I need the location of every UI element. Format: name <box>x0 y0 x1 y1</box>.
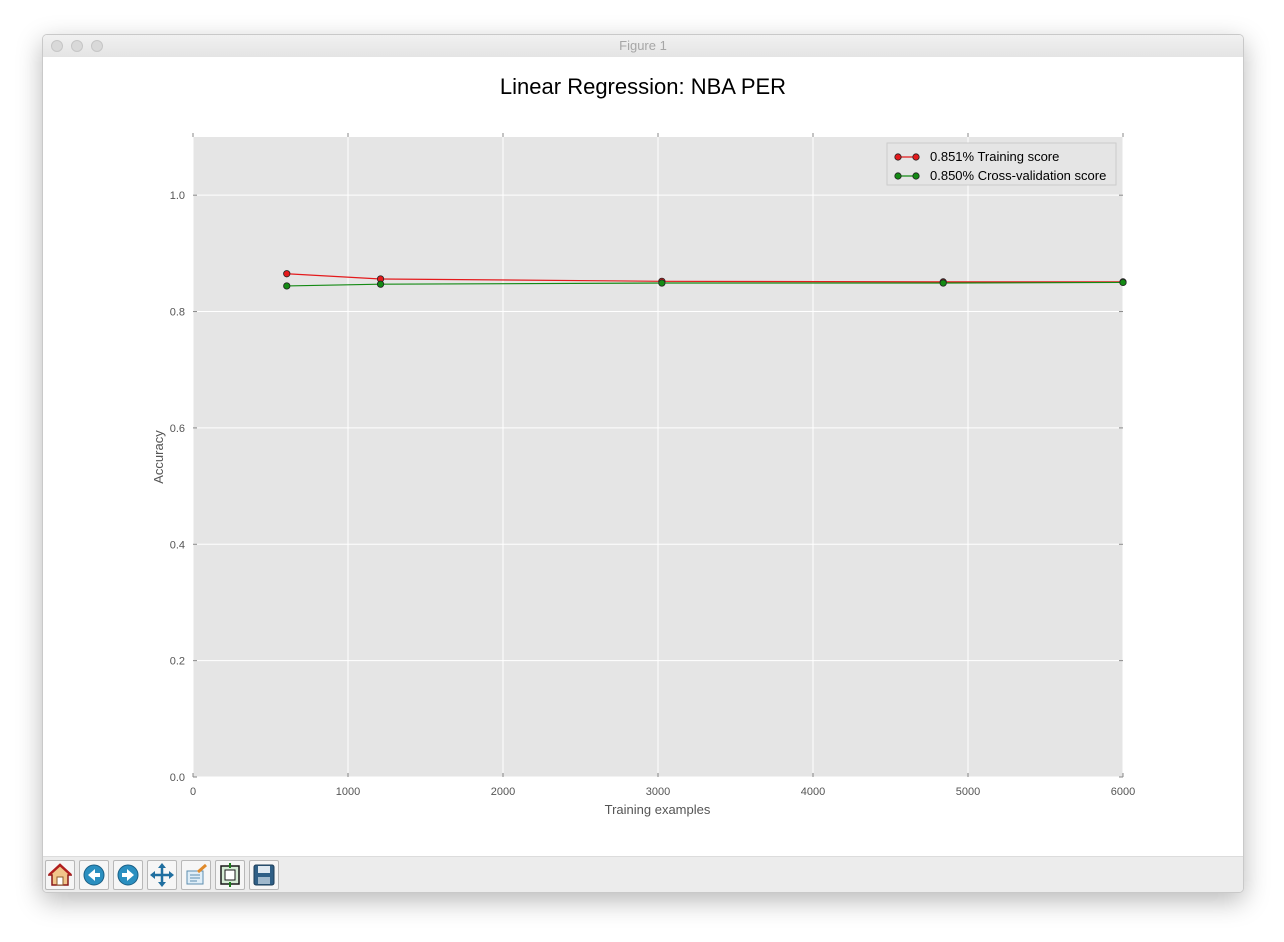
line-chart: 0 1000 2000 3000 4000 5000 6000 0.0 0.2 0.4 0.6 0.8… <box>151 74 1135 817</box>
legend-label-training: 0.851% Training score <box>930 149 1059 164</box>
x-tick-label: 0 <box>190 786 196 798</box>
y-tick-label: 1.0 <box>170 190 185 202</box>
figure-canvas: 0 1000 2000 3000 4000 5000 6000 0.0 0.2 0.4 0.6 0.8… <box>43 57 1243 856</box>
home-button[interactable] <box>45 860 75 890</box>
data-point <box>376 280 385 288</box>
navigation-toolbar <box>43 856 1243 892</box>
data-point <box>283 282 291 290</box>
move-icon <box>150 863 174 887</box>
legend-swatch-marker <box>912 153 920 161</box>
legend-label-cross-validation: 0.850% Cross-validation score <box>930 168 1106 183</box>
forward-button[interactable] <box>113 860 143 890</box>
data-point <box>283 270 291 278</box>
x-axis-label: Training examples <box>605 802 711 817</box>
title-bar: Figure 1 <box>43 35 1243 58</box>
legend-swatch-marker <box>912 172 920 180</box>
data-point <box>939 279 947 287</box>
legend-box <box>886 142 1117 186</box>
series-lines <box>283 270 1127 290</box>
home-icon <box>48 863 72 886</box>
x-tick-label: 3000 <box>646 786 670 798</box>
y-tick-label: 0.0 <box>170 772 185 784</box>
grid-lines <box>192 137 1124 778</box>
x-tick-label: 5000 <box>956 786 980 798</box>
legend-swatch-marker <box>894 172 902 180</box>
save-button[interactable] <box>249 860 279 890</box>
y-tick-label: 0.8 <box>170 307 185 319</box>
forward-arrow-icon <box>117 864 139 886</box>
zoom-rect-icon <box>186 863 207 885</box>
axis-ticks: 0 1000 2000 3000 4000 5000 6000 0.0 0.2 0.4 0.6 0.8… <box>170 133 1135 798</box>
data-point <box>1119 278 1127 287</box>
legend: 0.851% Training score 0.850% Cross-valid… <box>886 142 1117 186</box>
x-tick-label: 1000 <box>336 786 360 798</box>
subplots-button[interactable] <box>215 860 245 890</box>
figure-window: Figure 1 0 1000 2000 3000 4000 5000 6000 0.0 0.2… <box>42 34 1244 893</box>
legend-entries <box>894 153 920 180</box>
y-tick-label: 0.2 <box>170 656 185 668</box>
chart-title: Linear Regression: NBA PER <box>500 74 786 99</box>
floppy-disk-icon <box>253 864 275 886</box>
x-tick-label: 6000 <box>1111 786 1135 798</box>
y-tick-label: 0.6 <box>170 423 185 435</box>
x-tick-label: 2000 <box>491 786 515 798</box>
pan-button[interactable] <box>147 860 177 890</box>
y-tick-label: 0.4 <box>170 539 185 551</box>
back-arrow-icon <box>83 864 105 886</box>
subplots-icon <box>220 863 240 887</box>
x-tick-label: 4000 <box>801 786 825 798</box>
zoom-button[interactable] <box>181 860 211 890</box>
window-title: Figure 1 <box>619 38 667 53</box>
close-window-button[interactable] <box>51 40 63 52</box>
legend-swatch-marker <box>894 153 902 161</box>
zoom-window-button[interactable] <box>91 40 103 52</box>
data-point <box>658 279 666 287</box>
y-axis-label: Accuracy <box>151 430 166 484</box>
minimize-window-button[interactable] <box>71 40 83 52</box>
back-button[interactable] <box>79 860 109 890</box>
